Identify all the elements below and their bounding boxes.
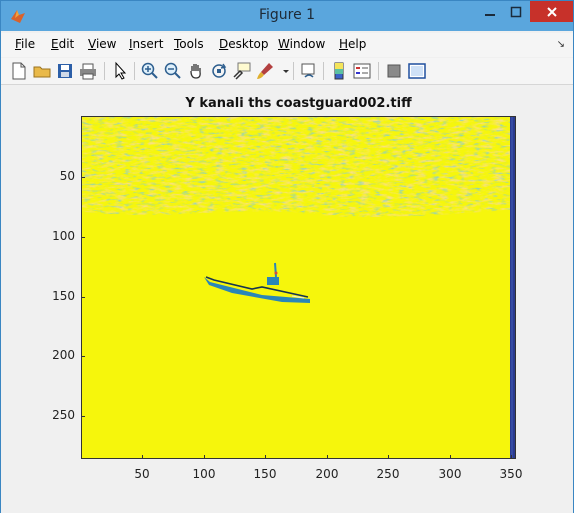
y-tick-label: 50: [59, 169, 75, 183]
toolbar: [1, 58, 573, 85]
menu-bar: File Edit View Insert Tools Desktop Wind…: [1, 33, 573, 57]
plot-title: Y kanali ths coastguard002.tiff: [185, 96, 412, 111]
open-file-icon[interactable]: [32, 61, 52, 81]
toolbar-separator: [293, 62, 294, 80]
brush-dropdown-icon[interactable]: [276, 61, 289, 81]
toolbar-separator: [134, 62, 135, 80]
brush-icon[interactable]: [255, 61, 275, 81]
x-tick-label: 300: [438, 467, 462, 481]
x-tick-mark: [450, 455, 451, 459]
ship-shape: [204, 262, 310, 303]
x-tick-mark: [204, 455, 205, 459]
x-tick-label: 250: [376, 467, 400, 481]
menu-view[interactable]: View: [88, 37, 117, 51]
toolbar-separator: [323, 62, 324, 80]
zoom-in-icon[interactable]: [140, 61, 160, 81]
y-tick-mark: [81, 237, 85, 238]
menu-desktop[interactable]: Desktop: [219, 37, 269, 51]
title-bar[interactable]: Figure 1: [1, 1, 573, 31]
x-tick-label: 100: [192, 467, 216, 481]
matlab-logo-icon: [9, 7, 27, 25]
link-plot-icon[interactable]: [299, 61, 319, 81]
save-icon[interactable]: [55, 61, 75, 81]
x-tick-mark: [327, 455, 328, 459]
legend-icon[interactable]: [352, 61, 372, 81]
data-cursor-icon[interactable]: [232, 61, 252, 81]
menu-window[interactable]: Window: [278, 37, 326, 51]
pan-icon[interactable]: [186, 61, 206, 81]
minimize-button[interactable]: [477, 1, 503, 22]
y-tick-mark: [81, 416, 85, 417]
y-tick-mark: [81, 177, 85, 178]
window-title: Figure 1: [258, 7, 316, 23]
menu-tools[interactable]: Tools: [174, 37, 204, 51]
minimize-icon: [485, 13, 495, 16]
x-tick-label: 50: [134, 467, 150, 481]
close-icon: [546, 6, 557, 17]
menu-insert[interactable]: Insert: [129, 37, 164, 51]
shoreline-texture: [82, 117, 515, 217]
y-tick-label: 150: [52, 289, 75, 303]
menu-edit[interactable]: Edit: [51, 37, 75, 51]
y-tick-mark: [81, 356, 85, 357]
dock-arrow-icon[interactable]: ↘: [556, 39, 565, 50]
y-tick-label: 100: [52, 229, 75, 243]
maximize-icon: [510, 6, 522, 17]
rotate-icon[interactable]: [209, 61, 229, 81]
print-icon[interactable]: [78, 61, 98, 81]
toolbar-separator: [104, 62, 105, 80]
y-tick-mark: [81, 297, 85, 298]
image-axes[interactable]: [81, 116, 516, 459]
zoom-out-icon[interactable]: [163, 61, 183, 81]
toolbar-separator: [378, 62, 379, 80]
x-tick-label: 200: [315, 467, 339, 481]
x-tick-label: 150: [253, 467, 277, 481]
hide-tools-icon[interactable]: [384, 61, 404, 81]
y-tick-label: 250: [52, 408, 75, 422]
maximize-button[interactable]: [503, 1, 529, 22]
x-tick-mark: [388, 455, 389, 459]
pointer-icon[interactable]: [110, 61, 130, 81]
y-tick-label: 200: [52, 348, 75, 362]
new-figure-icon[interactable]: [9, 61, 29, 81]
colorbar-icon[interactable]: [329, 61, 349, 81]
show-tools-icon[interactable]: [407, 61, 427, 81]
x-tick-mark: [511, 455, 512, 459]
menu-help[interactable]: Help: [339, 37, 367, 51]
x-tick-mark: [265, 455, 266, 459]
image-plot: [82, 117, 515, 458]
x-tick-label: 350: [499, 467, 523, 481]
x-tick-mark: [142, 455, 143, 459]
close-button[interactable]: [530, 1, 573, 22]
menu-file[interactable]: File: [15, 37, 36, 51]
